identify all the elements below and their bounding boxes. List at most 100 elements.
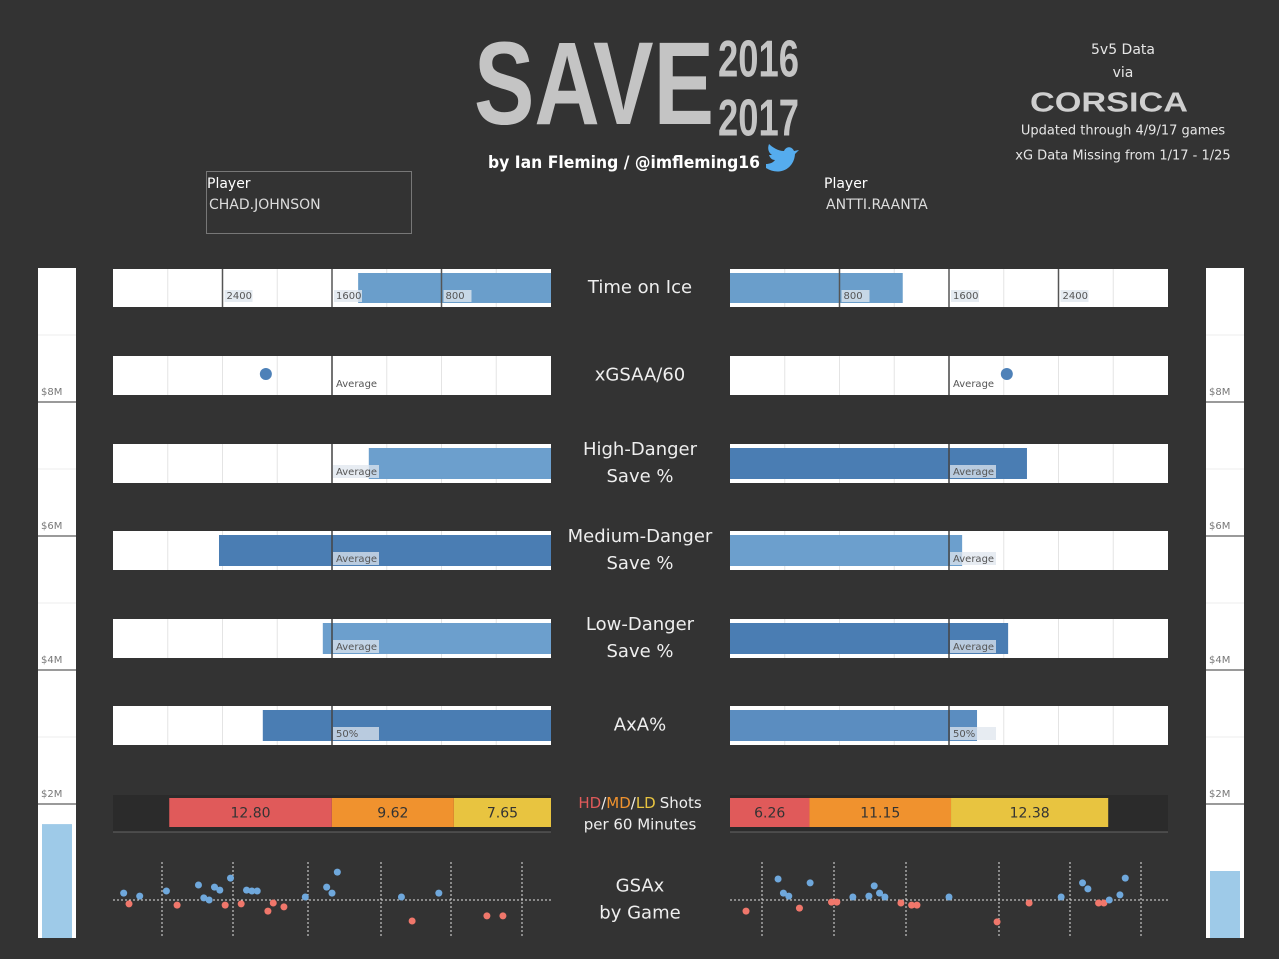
updated-note: Updated through 4/9/17 games (1021, 124, 1226, 139)
game-dot (173, 901, 181, 909)
game-dot (435, 889, 443, 897)
toi-tick-label: 2400 (1063, 291, 1088, 302)
toi-tick-label: 1600 (336, 291, 361, 302)
tick-label-bg (334, 290, 362, 302)
game-dot (881, 893, 889, 901)
game-dot (248, 887, 256, 895)
reference-label: Average (336, 379, 377, 390)
shots-title-part: HD (578, 794, 601, 812)
player-label: Player (207, 176, 251, 192)
game-dot (216, 886, 224, 894)
game-dot (136, 892, 144, 900)
byline: by Ian Fleming / @imfleming16 (488, 153, 760, 173)
game-dot (162, 887, 170, 895)
shots-segment (809, 798, 952, 827)
player-name[interactable]: CHAD.JOHNSON (209, 197, 321, 213)
comparison-area: 800 800 1600 1600 2400 2400 Time on Ice Average… (38, 268, 1244, 938)
row-title: Save % (606, 466, 673, 487)
game-dot (328, 889, 336, 897)
reference-label-bg (333, 727, 379, 740)
game-dot (945, 893, 953, 901)
game-dot (205, 896, 213, 904)
tick-label-bg (224, 290, 253, 302)
row-title: GSAx (616, 876, 665, 897)
reference-label: 50% (336, 729, 358, 740)
logo-season-top: 2016 (718, 31, 799, 89)
shots-segment (453, 798, 551, 827)
row-title: Medium-Danger (568, 526, 713, 547)
salary-tick-label: $6M (41, 521, 62, 532)
game-dot (499, 912, 507, 920)
game-dot (1025, 899, 1033, 907)
player-label: Player (824, 176, 868, 192)
game-dot (269, 899, 277, 907)
shots-subtitle: per 60 Minutes (584, 816, 697, 834)
game-dot (785, 892, 793, 900)
shots-segment (951, 798, 1109, 827)
game-dot (1121, 874, 1129, 882)
game-dot (301, 893, 309, 901)
logo-title: SAVE (474, 18, 714, 150)
salary-tick-label: $4M (41, 655, 62, 666)
shots-value-label: 7.65 (487, 806, 518, 822)
shots-title-part: / (631, 794, 637, 812)
game-dot (264, 907, 272, 915)
game-dot (1084, 885, 1092, 893)
tick-label-bg (951, 290, 979, 302)
shots-title-part: MD (606, 794, 631, 812)
game-dot (806, 879, 814, 887)
shots-value-label: 12.80 (230, 806, 270, 822)
game-dot (1100, 899, 1108, 907)
source-line: via (1113, 65, 1134, 81)
source-line: 5v5 Data (1091, 42, 1155, 58)
shots-title: HD/MD/LD Shots (578, 794, 701, 812)
salary-tick-label: $8M (41, 387, 62, 398)
game-dot (827, 898, 835, 906)
salary-bar (1210, 871, 1240, 938)
shots-title-part: LD (636, 794, 656, 812)
player-filter-box[interactable] (206, 171, 412, 234)
missing-note: xG Data Missing from 1/17 - 1/25 (1015, 149, 1230, 164)
game-dot (243, 886, 251, 894)
row-title: Save % (606, 641, 673, 662)
reference-label-bg (950, 465, 996, 478)
row-title: by Game (599, 903, 680, 924)
game-dot (200, 894, 208, 902)
reference-label-bg (950, 640, 996, 653)
reference-label: Average (336, 642, 377, 653)
game-dot (194, 881, 202, 889)
tick-label-bg (841, 290, 870, 302)
game-dot (1095, 899, 1103, 907)
shots-value-label: 12.38 (1010, 806, 1050, 822)
game-dot (253, 887, 261, 895)
game-dot (876, 889, 884, 897)
reference-label: Average (953, 642, 994, 653)
metric-bar (262, 710, 551, 741)
game-dot (323, 883, 331, 891)
reference-label-bg (333, 640, 379, 653)
metric-dot (259, 368, 272, 380)
shots-segment (331, 798, 454, 827)
toi-tick-label: 1600 (953, 291, 978, 302)
game-dot (237, 900, 245, 908)
game-dot (908, 901, 916, 909)
shots-segment (169, 798, 332, 827)
row-title: High-Danger (583, 439, 698, 460)
metric-dot (1000, 368, 1013, 380)
salary-tick-label: $2M (1209, 789, 1230, 800)
reference-label: Average (336, 554, 377, 565)
player-name[interactable]: ANTTI.RAANTA (826, 197, 928, 213)
row-title: Time on Ice (587, 277, 692, 298)
game-dot (1116, 891, 1124, 899)
shots-value-label: 6.26 (754, 806, 785, 822)
reference-label: Average (336, 467, 377, 478)
tick-label-bg (1060, 290, 1089, 302)
game-dot (1105, 896, 1113, 904)
game-dot (870, 882, 878, 890)
metric-bar (730, 535, 963, 566)
game-dot (1057, 893, 1065, 901)
game-dot (795, 904, 803, 912)
toi-tick-label: 2400 (227, 291, 252, 302)
